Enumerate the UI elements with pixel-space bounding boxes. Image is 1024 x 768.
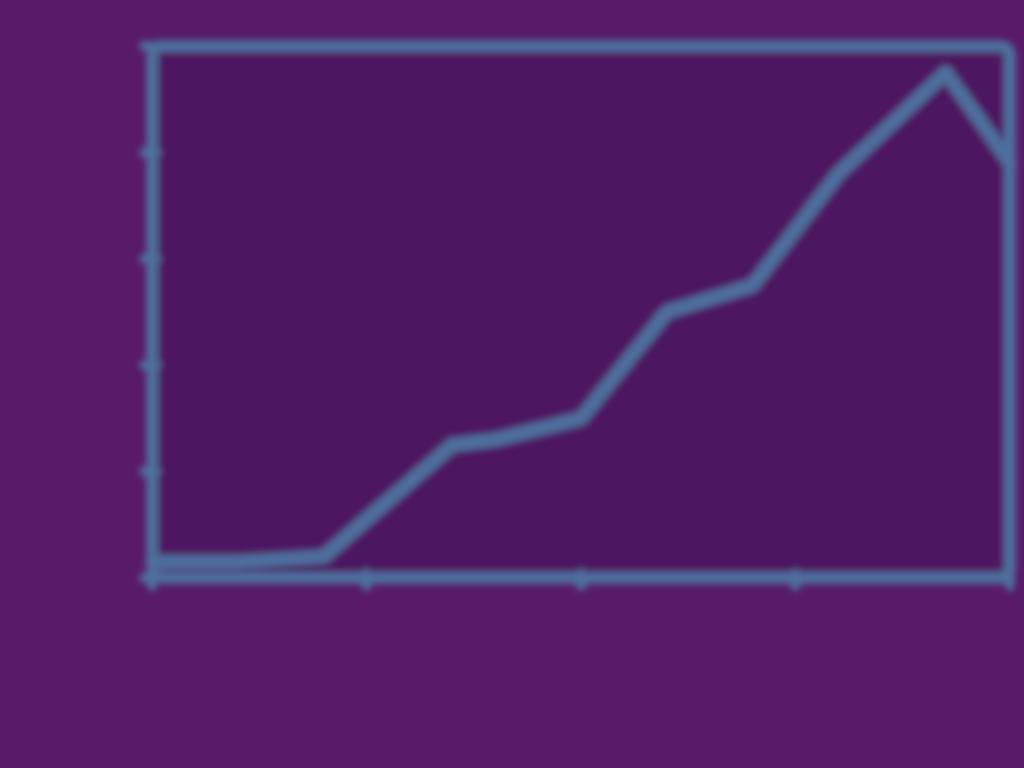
series-line <box>145 65 1017 569</box>
series-group <box>145 65 1017 569</box>
axis-ticks <box>139 41 1015 591</box>
